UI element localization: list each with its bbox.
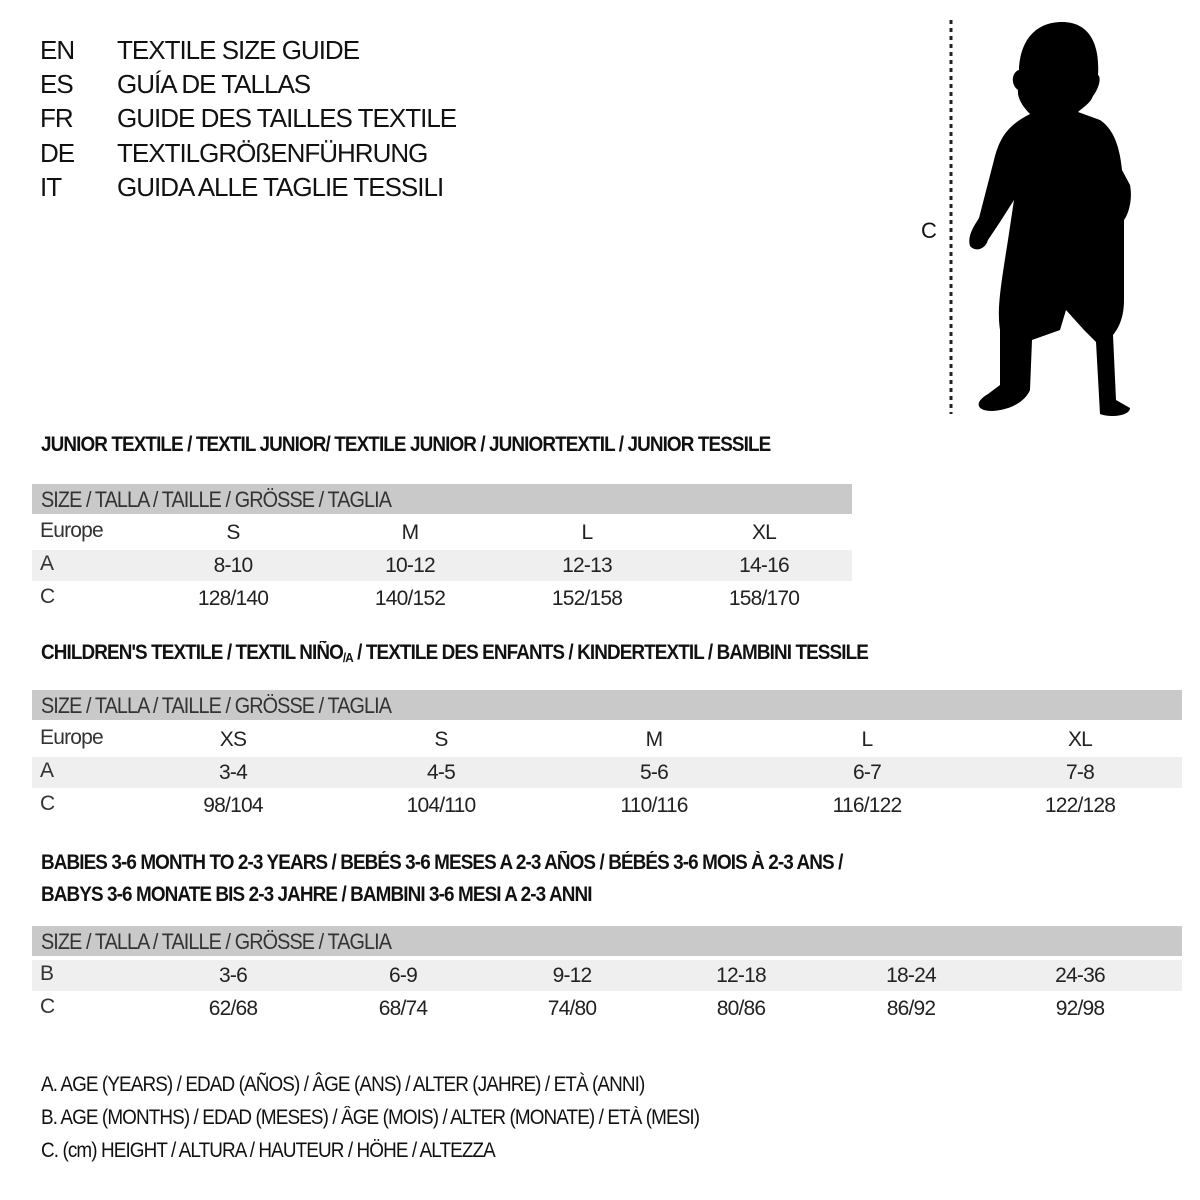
row-label: Europe: [40, 726, 104, 749]
title-es: GUÍA DE TALLAS: [117, 69, 311, 99]
table-cell: L: [861, 728, 874, 751]
table-cell: 6-9: [389, 964, 418, 987]
table-cell: 116/122: [832, 794, 903, 817]
table-cell: 152/158: [551, 587, 623, 610]
table-cell: 128/140: [197, 587, 269, 610]
table-cell: M: [645, 728, 663, 751]
table-cell: S: [434, 728, 448, 751]
table-cell: 104/110: [406, 794, 477, 817]
silhouette: [969, 22, 1131, 416]
height-label: C: [921, 218, 937, 243]
babies-heading-line1: BABIES 3-6 MONTH TO 2-3 YEARS / BEBÉS 3-…: [41, 851, 843, 874]
table-cell: 7-8: [1066, 761, 1095, 784]
table-header: SIZE / TALLA / TAILLE / GRÖSSE / TAGLIA: [32, 690, 1182, 720]
table-cell: 158/170: [728, 587, 800, 610]
row-label: A: [40, 759, 54, 782]
legend-b: B. AGE (MONTHS) / EDAD (MESES) / ÂGE (MO…: [41, 1106, 700, 1129]
table-cell: 122/128: [1044, 794, 1116, 817]
title-fr: GUIDE DES TAILLES TEXTILE: [117, 103, 457, 133]
table-cell: 12-13: [562, 554, 613, 577]
table-cell: XL: [751, 521, 777, 544]
lang-code-de: DE: [40, 138, 75, 168]
table-cell: XL: [1067, 728, 1093, 751]
table-cell: 5-6: [640, 761, 669, 784]
row-label: C: [40, 995, 55, 1018]
title-it: GUIDA ALLE TAGLIE TESSILI: [117, 172, 444, 202]
table-cell: 6-7: [853, 761, 882, 784]
table-cell: L: [581, 521, 594, 544]
children-heading: CHILDREN'S TEXTILE / TEXTIL NIÑO/A / TEX…: [41, 641, 869, 665]
legend-c: C. (cm) HEIGHT / ALTURA / HAUTEUR / HÖHE…: [41, 1139, 496, 1162]
lang-code-it: IT: [40, 172, 62, 202]
size-header: SIZE / TALLA / TAILLE / GRÖSSE / TAGLIA: [41, 693, 392, 718]
size-header: SIZE / TALLA / TAILLE / GRÖSSE / TAGLIA: [41, 929, 392, 954]
title-de: TEXTILGRÖßENFÜHRUNG: [117, 138, 428, 168]
row-label: C: [40, 792, 55, 815]
child-silhouette-icon: [949, 20, 1131, 416]
table-cell: M: [401, 521, 419, 544]
junior-heading: JUNIOR TEXTILE / TEXTIL JUNIOR/ TEXTILE …: [41, 433, 771, 456]
table-cell: 140/152: [374, 587, 446, 610]
table-cell: 18-24: [886, 964, 937, 987]
legend-a: A. AGE (YEARS) / EDAD (AÑOS) / ÂGE (ANS)…: [41, 1073, 645, 1096]
table-cell: 3-6: [219, 964, 248, 987]
table-cell: 110/116: [620, 794, 688, 817]
table-cell: 62/68: [208, 997, 258, 1020]
table-header: SIZE / TALLA / TAILLE / GRÖSSE / TAGLIA: [32, 926, 1182, 956]
row-label: A: [40, 552, 54, 575]
row-label: Europe: [40, 519, 104, 542]
table-cell: 68/74: [378, 997, 428, 1020]
alt-row-bg: [32, 960, 1182, 991]
table-cell: S: [226, 521, 240, 544]
table-cell: 8-10: [213, 554, 254, 577]
alt-row-bg: [32, 550, 852, 581]
lang-code-fr: FR: [40, 103, 74, 133]
table-cell: 24-36: [1055, 964, 1106, 987]
table-cell: 4-5: [427, 761, 456, 784]
table-cell: 12-18: [716, 964, 767, 987]
table-cell: 14-16: [739, 554, 790, 577]
table-cell: 9-12: [552, 964, 593, 987]
table-header: SIZE / TALLA / TAILLE / GRÖSSE / TAGLIA: [32, 484, 852, 514]
table-cell: 10-12: [385, 554, 436, 577]
alt-row-bg: [32, 757, 1182, 788]
lang-code-es: ES: [40, 69, 74, 99]
table-cell: 80/86: [716, 997, 766, 1020]
table-cell: 92/98: [1055, 997, 1105, 1020]
babies-heading-line2: BABYS 3-6 MONATE BIS 2-3 JAHRE / BAMBINI…: [41, 883, 592, 906]
table-cell: XS: [219, 728, 247, 751]
table-cell: 86/92: [886, 997, 936, 1020]
table-cell: 74/80: [547, 997, 597, 1020]
row-label: C: [40, 585, 55, 608]
row-label: B: [40, 962, 54, 985]
size-header: SIZE / TALLA / TAILLE / GRÖSSE / TAGLIA: [41, 487, 392, 512]
table-cell: 3-4: [219, 761, 248, 784]
table-cell: 98/104: [203, 794, 263, 817]
title-en: TEXTILE SIZE GUIDE: [117, 35, 360, 65]
lang-code-en: EN: [40, 35, 75, 65]
